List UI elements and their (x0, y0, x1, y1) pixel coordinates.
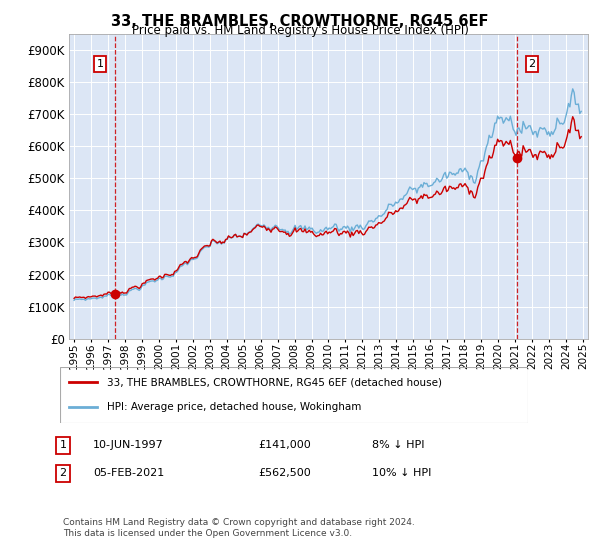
Text: £141,000: £141,000 (258, 440, 311, 450)
Text: 2: 2 (59, 468, 67, 478)
Text: 10-JUN-1997: 10-JUN-1997 (93, 440, 164, 450)
Text: Contains HM Land Registry data © Crown copyright and database right 2024.
This d: Contains HM Land Registry data © Crown c… (63, 518, 415, 538)
Text: Price paid vs. HM Land Registry's House Price Index (HPI): Price paid vs. HM Land Registry's House … (131, 24, 469, 37)
Text: 1: 1 (97, 59, 104, 69)
Text: 2: 2 (528, 59, 535, 69)
Text: HPI: Average price, detached house, Wokingham: HPI: Average price, detached house, Woki… (107, 402, 361, 412)
Text: 8% ↓ HPI: 8% ↓ HPI (372, 440, 425, 450)
Text: 05-FEB-2021: 05-FEB-2021 (93, 468, 164, 478)
Text: 1: 1 (59, 440, 67, 450)
Text: £562,500: £562,500 (258, 468, 311, 478)
Text: 33, THE BRAMBLES, CROWTHORNE, RG45 6EF: 33, THE BRAMBLES, CROWTHORNE, RG45 6EF (111, 14, 489, 29)
Text: 33, THE BRAMBLES, CROWTHORNE, RG45 6EF (detached house): 33, THE BRAMBLES, CROWTHORNE, RG45 6EF (… (107, 377, 442, 388)
Text: 10% ↓ HPI: 10% ↓ HPI (372, 468, 431, 478)
